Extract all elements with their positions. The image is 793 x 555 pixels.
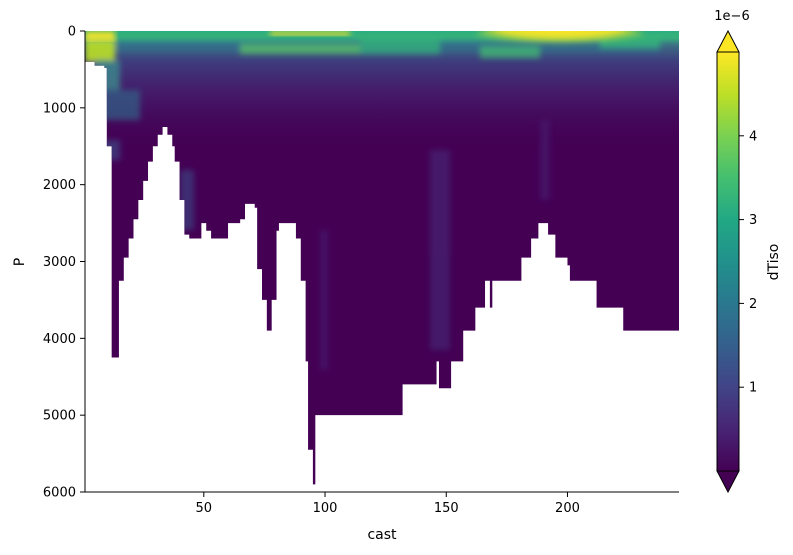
colorbar-extend-bottom: [716, 470, 740, 494]
plot-area: [85, 31, 679, 485]
colorbar-tick-label: 1: [749, 381, 757, 396]
colorbar-tick-label: 2: [749, 297, 757, 312]
surface-max-region: [475, 31, 645, 50]
colorbar-offset-text: 1e−6: [714, 9, 749, 24]
colorbar: 1 2 3 4 1e−6 dTiso: [714, 9, 782, 494]
colorbar-tick-label: 4: [749, 129, 757, 144]
colorbar-label: dTiso: [766, 244, 782, 281]
x-tick-label: 50: [196, 501, 213, 516]
x-tick-label: 200: [555, 501, 580, 516]
x-ticks: 50 100 150 200: [196, 492, 580, 516]
heatmap-field: [85, 31, 679, 485]
y-tick-label: 5000: [43, 409, 76, 424]
y-tick-label: 4000: [43, 332, 76, 347]
colorbar-tick-label: 3: [749, 213, 757, 228]
y-tick-label: 3000: [43, 255, 76, 270]
colorbar-ticks: 1 2 3 4: [739, 129, 757, 396]
y-tick-label: 6000: [43, 486, 76, 501]
x-tick-label: 100: [313, 501, 338, 516]
deep-texture: [180, 120, 550, 370]
colorbar-extend-top: [716, 29, 740, 53]
surface-yellow-strip: [270, 31, 350, 36]
colorbar-gradient: [717, 52, 739, 471]
y-tick-label: 0: [68, 25, 76, 40]
x-tick-label: 150: [434, 501, 459, 516]
x-axis-label: cast: [367, 527, 397, 543]
surface-yellow-left: [85, 31, 115, 41]
y-tick-label: 2000: [43, 178, 76, 193]
y-ticks: 0 1000 2000 3000 4000 5000 6000: [43, 25, 85, 501]
y-tick-label: 1000: [43, 101, 76, 116]
y-axis-label: P: [12, 258, 28, 266]
